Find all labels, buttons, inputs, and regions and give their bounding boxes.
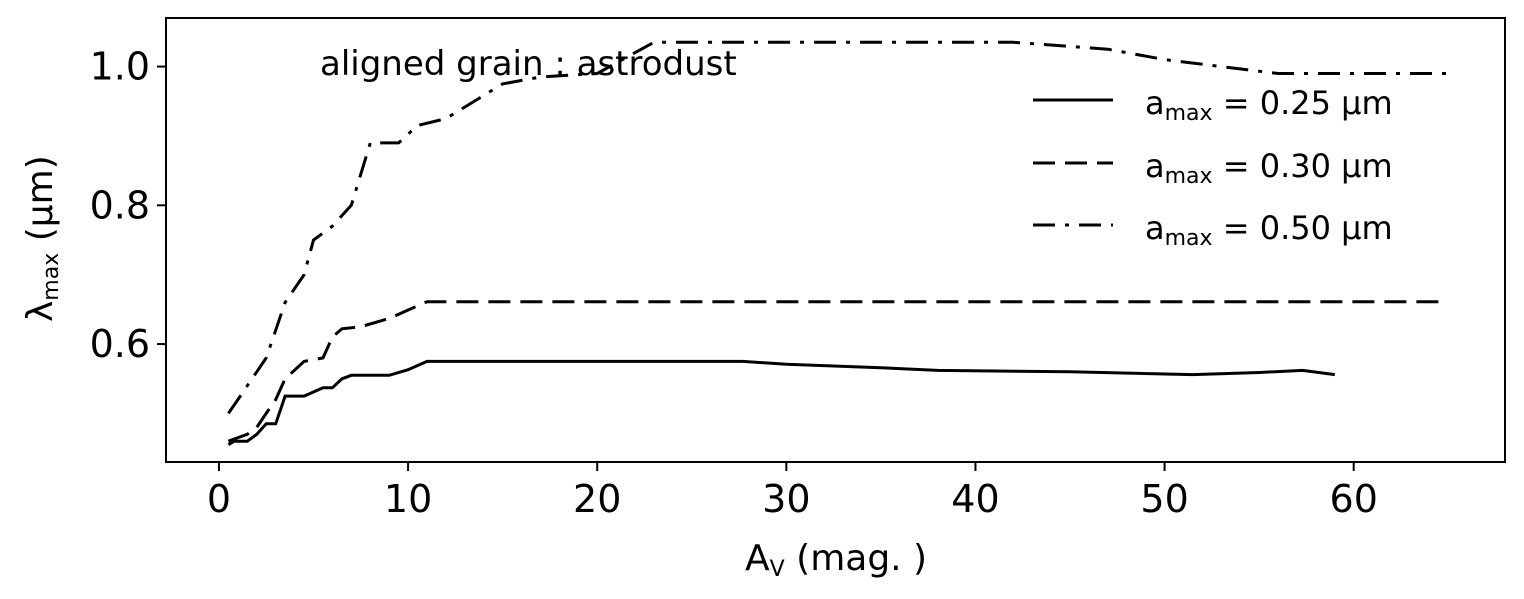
y-tick-label: 0.6 <box>90 322 150 366</box>
x-tick-label: 20 <box>573 477 621 521</box>
y-axis-label: λmax (μm) <box>20 155 64 322</box>
legend-label-1-prefix: a <box>1145 147 1165 185</box>
x-tick-label: 60 <box>1330 477 1378 521</box>
x-axis-label: AV (mag. ) <box>745 538 927 582</box>
ticks-layer: 0 10 20 30 40 50 60 0.6 0.8 1.0 <box>90 45 1378 521</box>
legend-label-2: amax = 0.50 μm <box>1145 209 1393 251</box>
series-layer <box>227 40 1449 446</box>
legend-label-0: amax = 0.25 μm <box>1145 84 1393 126</box>
legend-label-1-sub: max <box>1165 164 1213 189</box>
x-tick-label: 30 <box>762 477 810 521</box>
y-axis-label-main: λ <box>20 301 61 322</box>
y-tick-label: 0.8 <box>90 183 150 227</box>
y-axis-label-sub: max <box>39 253 64 301</box>
legend: amax = 0.25 μm amax = 0.30 μm amax = 0.5… <box>1033 84 1393 251</box>
y-tick-label: 1.0 <box>90 45 150 89</box>
x-tick-label: 0 <box>207 477 231 521</box>
x-axis-label-main: A <box>745 538 770 579</box>
legend-label-0-prefix: a <box>1145 84 1165 122</box>
x-tick-label: 10 <box>384 477 432 521</box>
legend-label-2-text: = 0.50 μm <box>1213 209 1393 247</box>
legend-label-0-text: = 0.25 μm <box>1213 84 1393 122</box>
plot-area <box>165 17 1506 463</box>
legend-label-0-sub: max <box>1165 101 1213 126</box>
x-tick-label: 40 <box>951 477 999 521</box>
series-line-0 <box>227 359 1335 446</box>
annotation: aligned grain : astrodust <box>320 44 737 84</box>
legend-label-2-prefix: a <box>1145 209 1165 247</box>
y-axis-label-rest: (μm) <box>20 155 61 253</box>
legend-label-2-sub: max <box>1165 226 1213 251</box>
legend-label-1-text: = 0.30 μm <box>1213 147 1393 185</box>
legend-label-1: amax = 0.30 μm <box>1145 147 1393 189</box>
x-axis-label-sub: V <box>770 557 785 582</box>
x-axis-label-rest: (mag. ) <box>785 538 927 579</box>
x-tick-label: 50 <box>1140 477 1188 521</box>
series-line-1 <box>227 300 1449 443</box>
